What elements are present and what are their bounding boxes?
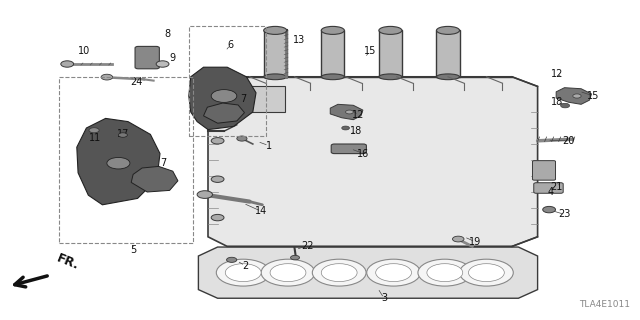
Bar xyxy=(379,30,402,77)
Circle shape xyxy=(342,126,349,130)
Circle shape xyxy=(312,259,366,286)
Bar xyxy=(321,30,344,77)
Text: TLA4E1011: TLA4E1011 xyxy=(579,300,630,309)
Circle shape xyxy=(61,61,74,67)
Text: 24: 24 xyxy=(130,76,143,87)
Text: 19: 19 xyxy=(468,236,481,247)
Circle shape xyxy=(237,136,247,141)
Ellipse shape xyxy=(436,74,460,80)
Circle shape xyxy=(291,255,300,260)
Text: 7: 7 xyxy=(160,158,166,168)
Text: 5: 5 xyxy=(130,244,136,255)
Ellipse shape xyxy=(321,74,344,80)
Circle shape xyxy=(376,264,412,282)
Circle shape xyxy=(418,259,472,286)
Ellipse shape xyxy=(379,27,402,35)
Polygon shape xyxy=(330,104,363,120)
Circle shape xyxy=(211,138,224,144)
Bar xyxy=(59,77,193,243)
Polygon shape xyxy=(131,166,178,192)
Polygon shape xyxy=(189,67,256,130)
Polygon shape xyxy=(204,103,244,123)
Circle shape xyxy=(225,264,261,282)
Bar xyxy=(227,86,285,112)
Text: 16: 16 xyxy=(357,148,370,159)
Ellipse shape xyxy=(379,74,402,80)
Circle shape xyxy=(118,133,127,137)
Text: 4: 4 xyxy=(547,187,554,197)
Text: 10: 10 xyxy=(78,46,91,56)
Ellipse shape xyxy=(264,27,287,35)
Text: 15: 15 xyxy=(587,91,600,101)
Circle shape xyxy=(270,264,306,282)
Text: 18: 18 xyxy=(550,97,563,108)
Circle shape xyxy=(211,214,224,221)
Circle shape xyxy=(468,264,504,282)
Text: 23: 23 xyxy=(558,209,571,220)
Circle shape xyxy=(460,259,513,286)
Text: 18: 18 xyxy=(349,126,362,136)
Circle shape xyxy=(211,176,224,182)
Polygon shape xyxy=(556,88,591,104)
Ellipse shape xyxy=(436,27,460,35)
Polygon shape xyxy=(77,118,160,205)
Bar xyxy=(436,30,460,77)
Text: FR.: FR. xyxy=(55,252,81,273)
Text: 11: 11 xyxy=(88,132,101,143)
Text: 22: 22 xyxy=(301,241,314,251)
Text: 2: 2 xyxy=(242,260,248,271)
Circle shape xyxy=(89,128,99,133)
Bar xyxy=(189,26,266,136)
Text: 12: 12 xyxy=(550,68,563,79)
Text: 13: 13 xyxy=(292,35,305,45)
Circle shape xyxy=(107,157,130,169)
FancyBboxPatch shape xyxy=(534,183,563,193)
Text: 20: 20 xyxy=(562,136,575,146)
Circle shape xyxy=(211,99,224,106)
Text: 21: 21 xyxy=(550,182,563,192)
Text: 15: 15 xyxy=(364,46,376,56)
Text: 6: 6 xyxy=(227,40,234,50)
Polygon shape xyxy=(208,77,538,246)
Circle shape xyxy=(261,259,315,286)
Text: 17: 17 xyxy=(116,129,129,140)
Circle shape xyxy=(346,110,353,114)
Circle shape xyxy=(216,259,270,286)
Text: 12: 12 xyxy=(352,110,365,120)
FancyBboxPatch shape xyxy=(532,161,556,180)
Text: 7: 7 xyxy=(240,94,246,104)
Circle shape xyxy=(452,236,464,242)
Ellipse shape xyxy=(321,27,344,35)
Text: 8: 8 xyxy=(164,28,171,39)
Circle shape xyxy=(543,206,556,213)
Circle shape xyxy=(573,94,581,98)
Text: 3: 3 xyxy=(381,293,387,303)
Circle shape xyxy=(101,74,113,80)
Ellipse shape xyxy=(264,74,287,80)
Text: 14: 14 xyxy=(255,206,268,216)
Text: 1: 1 xyxy=(266,140,272,151)
FancyBboxPatch shape xyxy=(332,144,367,154)
Polygon shape xyxy=(198,247,538,298)
Circle shape xyxy=(367,259,420,286)
Bar xyxy=(264,30,287,77)
FancyBboxPatch shape xyxy=(135,46,159,69)
Circle shape xyxy=(197,191,212,198)
Circle shape xyxy=(321,264,357,282)
Circle shape xyxy=(156,61,169,67)
Text: 9: 9 xyxy=(170,52,176,63)
Circle shape xyxy=(211,90,237,102)
Circle shape xyxy=(561,103,570,108)
Circle shape xyxy=(227,257,237,262)
Circle shape xyxy=(427,264,463,282)
